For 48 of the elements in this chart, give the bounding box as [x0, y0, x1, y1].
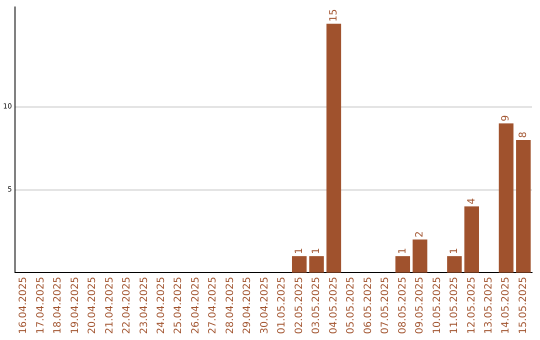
x-tick-label: 05.05.2025	[346, 276, 357, 334]
bar	[412, 240, 428, 273]
data-label: 2	[414, 231, 426, 238]
data-label: 1	[294, 248, 305, 254]
data-label: 15	[328, 9, 340, 22]
x-tick-label: 08.05.2025	[397, 276, 408, 334]
data-label: 1	[311, 248, 322, 254]
x-tick-label: 14.05.2025	[500, 276, 512, 334]
x-tick-label: 19.04.2025	[70, 276, 81, 334]
bar	[516, 140, 531, 273]
x-tick-label: 09.05.2025	[414, 276, 426, 334]
x-tick-label: 02.05.2025	[294, 276, 305, 334]
data-label: 9	[500, 115, 512, 122]
x-tick-label: 24.04.2025	[156, 276, 168, 334]
bar	[395, 256, 410, 273]
x-tick-label: 28.04.2025	[224, 276, 236, 334]
bar	[447, 256, 462, 273]
x-tick-label: 16.04.2025	[18, 276, 30, 334]
x-tick-label: 25.04.2025	[173, 276, 184, 334]
x-tick-label: 29.04.2025	[242, 276, 254, 334]
x-tick-label: 18.04.2025	[52, 276, 64, 334]
x-tick-label: 03.05.2025	[311, 276, 322, 334]
x-tick-label: 22.04.2025	[122, 276, 133, 334]
data-label: 8	[518, 132, 529, 138]
x-tick-label: 01.05.2025	[276, 276, 288, 334]
x-tick-label: 06.05.2025	[362, 276, 374, 334]
x-tick-label: 27.04.2025	[208, 276, 219, 334]
x-tick-label: 15.05.2025	[518, 276, 529, 334]
x-tick-label: 10.05.2025	[432, 276, 443, 334]
bar	[498, 123, 514, 273]
x-tick-label: 13.05.2025	[484, 276, 495, 334]
x-tick-label: 12.05.2025	[466, 276, 478, 334]
x-tick-label: 11.05.2025	[449, 276, 460, 334]
x-tick-label: 23.04.2025	[138, 276, 150, 334]
bar	[464, 206, 479, 273]
x-tick-label: 21.04.2025	[104, 276, 116, 334]
bar	[292, 256, 307, 273]
x-tick-label: 17.04.2025	[35, 276, 46, 334]
x-tick-label: 26.04.2025	[190, 276, 202, 334]
x-tick-label: 04.05.2025	[328, 276, 340, 334]
x-tick-label: 20.04.2025	[87, 276, 98, 334]
data-label: 4	[466, 198, 478, 204]
x-tick-label: 30.04.2025	[259, 276, 270, 334]
x-tick-label: 07.05.2025	[380, 276, 392, 334]
data-label: 1	[397, 248, 408, 254]
bar	[326, 24, 342, 273]
bar	[309, 256, 324, 273]
data-label: 1	[449, 248, 460, 254]
